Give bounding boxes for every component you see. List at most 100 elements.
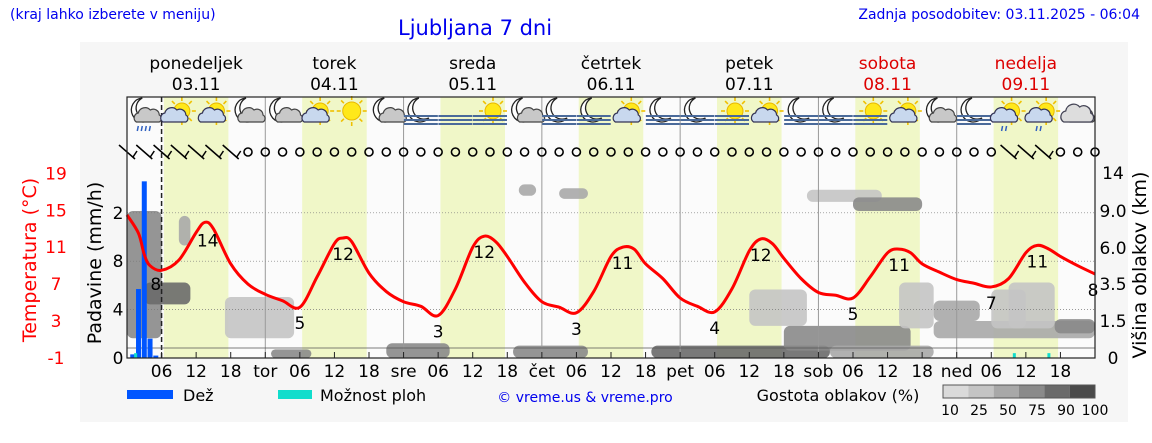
day-date: 06.11 [587, 75, 636, 95]
cloud-density-swatch [993, 385, 1019, 398]
sun-ray [724, 100, 729, 105]
moon-small-cloud-icon [372, 97, 407, 123]
wind-barb-icon [170, 144, 190, 160]
sun-ray [482, 100, 487, 105]
sun-ray [188, 117, 193, 122]
temperature-axis-label: Temperatura (°C) [19, 178, 41, 343]
sun-ray [1052, 117, 1057, 122]
wind-calm-icon [277, 147, 288, 157]
temperature-tick: 3 [51, 312, 62, 332]
moon-fog-icon [403, 97, 438, 125]
wind-calm-icon [260, 147, 271, 157]
sun-ray [1035, 100, 1040, 105]
barb-staff [170, 144, 188, 160]
temperature-line [125, 214, 1096, 318]
cloud-shape [237, 107, 266, 123]
day-date: 09.11 [1002, 75, 1051, 95]
barb-staff [1017, 144, 1035, 160]
cloud-shape [889, 107, 918, 123]
wind-calm-icon [1072, 147, 1083, 157]
wind-calm-icon [433, 147, 443, 157]
last-updated: Zadnja posodobitev: 03.11.2025 - 06:04 [858, 7, 1140, 23]
cloud-patch [224, 296, 295, 339]
wind-calm-icon [364, 147, 374, 157]
wind-calm-icon [796, 147, 806, 157]
sun-cloud-icon [160, 97, 196, 125]
sun-ray [222, 100, 227, 105]
x-tick-label: 12 [462, 362, 484, 382]
sun-ray [1018, 117, 1023, 122]
cloud-height-tick: 9.0 [1099, 202, 1126, 222]
wind-calm-icon [243, 147, 253, 157]
barb-feather [236, 150, 242, 158]
barb-feather [132, 150, 138, 158]
wind-calm-icon [865, 147, 876, 157]
sun-ray [1018, 100, 1023, 105]
cloud-shape [612, 107, 641, 123]
rain-bar [141, 181, 147, 358]
x-tick-label: 06 [842, 362, 864, 382]
wind-calm-icon [346, 147, 357, 157]
wind-calm-icon [571, 147, 582, 157]
wind-calm-icon [900, 147, 910, 157]
wind-calm-icon [295, 147, 305, 157]
cloud-patch [386, 343, 450, 358]
wind-barb-icon [135, 144, 155, 160]
wind-calm-icon [658, 147, 668, 157]
sun-ray [326, 100, 331, 105]
wind-calm-icon [588, 147, 599, 157]
wind-calm-icon [450, 147, 461, 157]
barb-staff [1034, 144, 1052, 160]
sun-ray [620, 100, 625, 105]
sun-fog-icon [853, 97, 888, 125]
x-tick-label: 12 [185, 362, 207, 382]
cloud-height-tick: 1.5 [1099, 312, 1126, 332]
wind-calm-icon [329, 147, 340, 157]
wind-calm-icon [934, 147, 945, 157]
barb-staff [204, 144, 222, 160]
day-date: 04.11 [310, 75, 359, 95]
cloud-shape [160, 107, 189, 123]
cloud-density-level: 100 [1082, 403, 1109, 419]
sun-ray [1052, 100, 1057, 105]
sun-fog-icon [715, 97, 749, 125]
sun-ray [637, 100, 642, 105]
wind-barb-icon [153, 144, 173, 160]
sun-ray [358, 99, 363, 104]
showers-bar [1047, 353, 1051, 358]
precipitation-tick: 8 [113, 252, 124, 272]
x-tick-label: 12 [877, 362, 899, 382]
cloud-shape [516, 107, 546, 123]
wind-calm-icon [951, 147, 962, 157]
sun-fog-icon [473, 97, 507, 125]
sun-ray [1001, 100, 1006, 105]
day-date: 07.11 [725, 75, 774, 95]
temperature-label: 7 [986, 294, 997, 314]
sun-ray [741, 100, 746, 105]
cloud-patch [1008, 282, 1055, 329]
barb-staff [153, 144, 171, 160]
cloud-patch [899, 282, 934, 329]
wind-calm-icon [709, 147, 720, 157]
fog-icon [438, 115, 473, 125]
showers-bar [134, 353, 138, 358]
day-name: četrtek [581, 54, 642, 74]
cloud-height-tick: 14 [1102, 164, 1124, 184]
cloud-shape [197, 107, 227, 123]
barb-feather [1048, 150, 1054, 158]
cloud-patch [749, 289, 807, 326]
wind-calm-icon [744, 147, 755, 157]
wind-calm-icon [381, 147, 392, 157]
barb-feather [1013, 150, 1020, 158]
cloud-shape [301, 107, 330, 123]
barb-feather [149, 150, 155, 158]
moon-small-cloud-icon [269, 97, 304, 123]
barb-feather [1031, 150, 1037, 158]
wind-barb-icon [187, 144, 207, 160]
x-tick-label: 12 [738, 362, 760, 382]
legend-showers-swatch [278, 390, 312, 399]
cloud-density-level: 75 [1028, 403, 1046, 419]
temperature-tick: 7 [51, 275, 62, 295]
sun-ray [499, 100, 504, 105]
sun-icon [336, 96, 367, 126]
